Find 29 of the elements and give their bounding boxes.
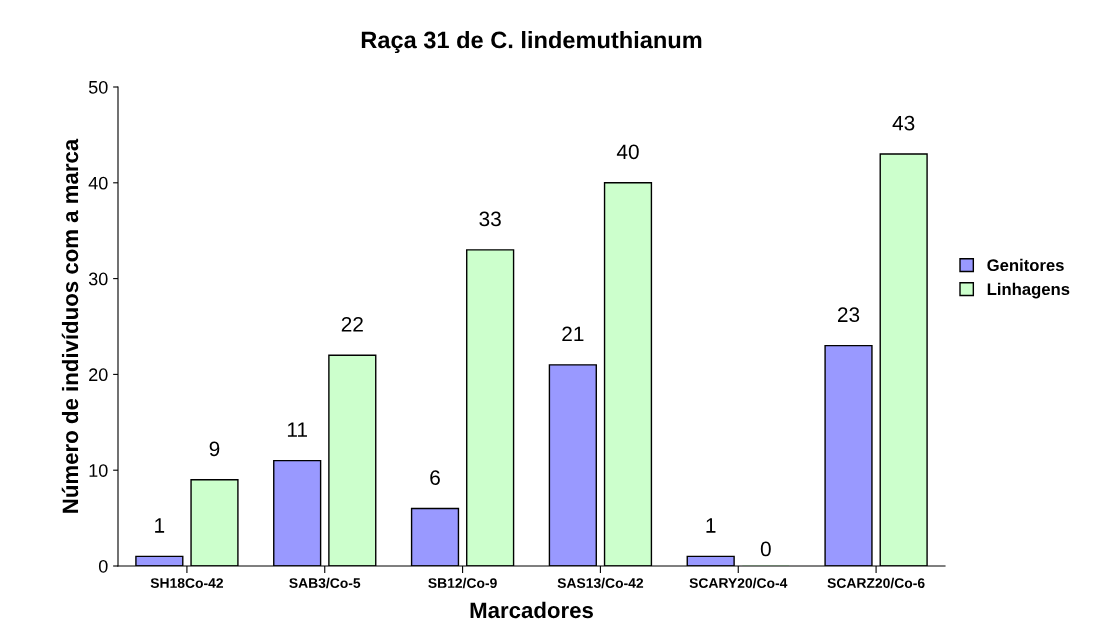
data-label: 23 [837, 307, 860, 323]
data-label: 21 [562, 326, 584, 342]
data-label: 33 [479, 211, 501, 227]
legend-label: Linhagens [987, 282, 1070, 299]
data-label: 43 [892, 115, 915, 131]
x-tick-label: SB12/Co-9 [428, 577, 497, 589]
y-axis-title: Número de indivíduos com a marca [61, 138, 79, 513]
y-tick-label: 40 [88, 176, 108, 190]
data-label: 22 [341, 316, 363, 332]
y-tick-label: 30 [88, 272, 108, 286]
y-tick-label: 10 [89, 464, 108, 477]
data-label: 6 [430, 470, 440, 485]
legend-label: Genitores [987, 258, 1064, 272]
data-label: 11 [287, 422, 307, 437]
data-label: 40 [616, 144, 639, 160]
data-label: 0 [760, 541, 771, 557]
y-tick-label: 0 [98, 559, 108, 573]
y-tick-label: 50 [88, 80, 108, 94]
chart-title: Raça 31 de C. lindemuthianum [361, 31, 702, 54]
data-label: 9 [209, 441, 220, 457]
data-label: 1 [706, 518, 716, 533]
y-tick-label: 20 [89, 368, 108, 382]
x-tick-label: SAS13/Co-42 [557, 577, 644, 589]
data-label: 1 [155, 518, 165, 533]
x-tick-label: SCARY20/Co-4 [689, 577, 788, 589]
x-tick-label: SAB3/Co-5 [289, 577, 361, 589]
x-tick-label: SCARZ20/Co-6 [827, 577, 925, 589]
x-tick-label: SH18Co-42 [150, 578, 224, 589]
x-axis-title: Marcadores [470, 601, 593, 619]
